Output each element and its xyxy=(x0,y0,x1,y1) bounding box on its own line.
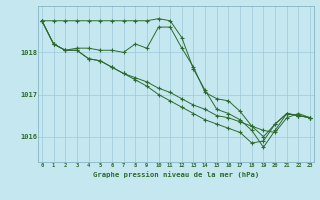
X-axis label: Graphe pression niveau de la mer (hPa): Graphe pression niveau de la mer (hPa) xyxy=(93,171,259,178)
